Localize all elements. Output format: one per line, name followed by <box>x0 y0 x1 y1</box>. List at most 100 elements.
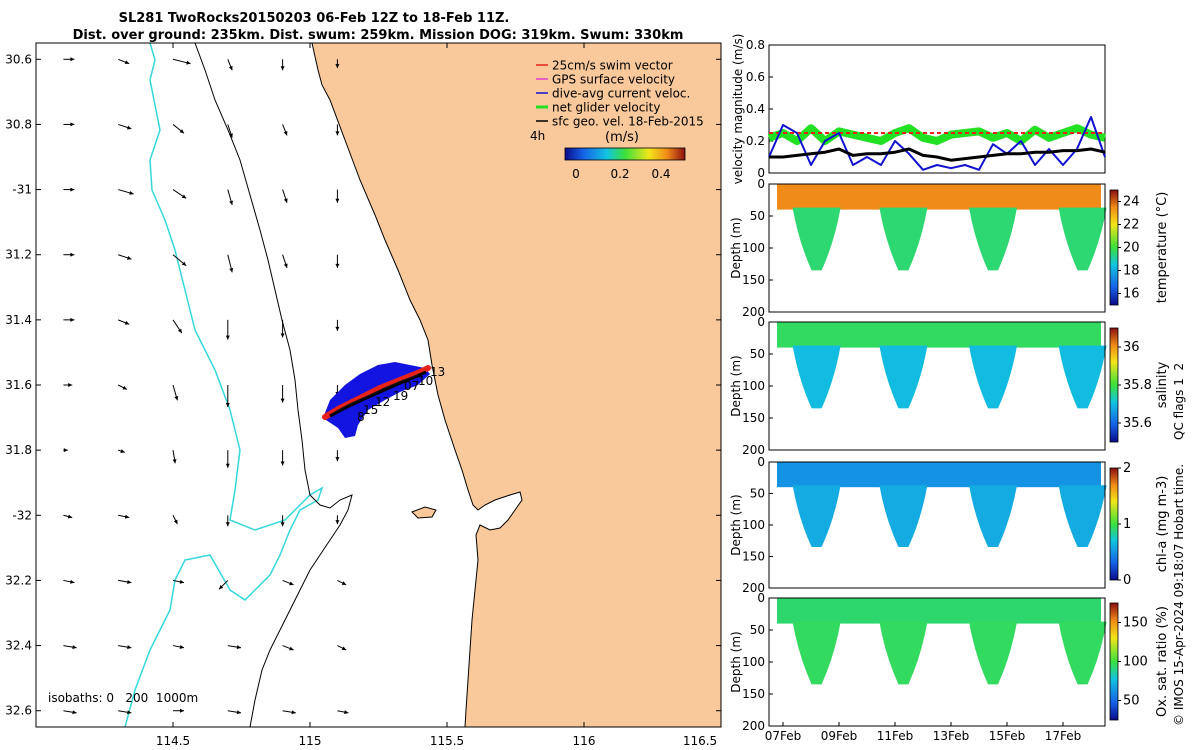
geo-vector-head <box>127 710 132 715</box>
colorbar-tick-label: 0 <box>1123 573 1131 588</box>
geo-vector-head <box>229 133 233 138</box>
colorbar-tick-label: 18 <box>1123 264 1140 279</box>
chlorophyll-panel: 0 50 100 150 200 Depth (m) 0 1 2 chl-a (mg m-3) <box>729 455 1170 595</box>
map-y-tick-label: 31.8 <box>5 443 32 457</box>
geo-vector-head <box>173 519 178 525</box>
section-depth-label: 100 <box>742 518 765 532</box>
salinity-panel: 0 50 100 150 200 Depth (m) 35.6 35.8 36 salinity <box>729 315 1170 457</box>
track-day-label: 12 <box>375 395 390 409</box>
section-colorbar <box>1109 189 1119 306</box>
geo-vector-head <box>236 645 241 650</box>
colorbar-label: temperature (°C) <box>1155 192 1170 304</box>
section-surface-band <box>777 598 1101 624</box>
track-day-labels: 13 10 07 19 12 15 8 <box>357 365 445 424</box>
section-depth-label: 50 <box>750 347 765 361</box>
map-x-tick-label: 116 <box>573 734 596 748</box>
figure-title-line2: Dist. over ground: 235km. Dist. swum: 25… <box>73 28 684 43</box>
geo-vector-head <box>180 708 184 713</box>
section-dive <box>792 345 841 409</box>
map-colorbar-unit: (m/s) <box>605 130 639 145</box>
section-dive <box>969 485 1017 548</box>
geo-vector-head <box>229 200 234 205</box>
geo-vector-head <box>236 710 241 715</box>
geostrophic-vector-field <box>63 57 349 715</box>
map-panel: 30.6 30.8 -31 31.2 31.4 31.6 31.8 -32 32.2 32.4 32… <box>5 42 722 748</box>
geo-vector-head <box>127 579 132 584</box>
colorbar-tick-label: 1 <box>1123 517 1131 532</box>
geo-vector-head <box>280 333 285 338</box>
geo-vector-head <box>289 646 294 651</box>
geo-vector-head <box>70 57 75 62</box>
geo-vector-head <box>124 514 130 519</box>
section-depth-label: 200 <box>742 581 765 595</box>
map-y-tick-label: 31.4 <box>5 313 32 327</box>
geo-vector-head <box>181 261 187 266</box>
colorbar-tick-label: 50 <box>1123 694 1140 709</box>
section-colorbar <box>1109 467 1119 581</box>
geo-vector-head <box>186 60 191 65</box>
colorbar-label: chl-a (mg m-3) <box>1155 476 1170 573</box>
section-dive <box>969 345 1017 409</box>
qc-flags-label: QC flags 1 2 <box>1172 363 1186 440</box>
map-y-tick-label: 31.2 <box>5 248 32 262</box>
track-day-label: 8 <box>357 410 365 424</box>
geo-vector-head <box>179 579 184 584</box>
geo-vector-head <box>335 457 340 462</box>
map-colorbar-tick: 0.2 <box>610 167 629 181</box>
geo-vector-head <box>341 646 347 650</box>
section-dive <box>1058 207 1107 271</box>
geo-vector-head <box>335 198 340 203</box>
isobath-1000m <box>124 43 324 727</box>
section-depth-label: 100 <box>742 655 765 669</box>
geo-vector-head <box>225 463 230 468</box>
map-y-tick-label: 31.6 <box>5 378 32 392</box>
geo-vector-head <box>280 398 285 403</box>
geo-vector-head <box>72 710 77 715</box>
section-dive <box>879 485 928 548</box>
section-y-label: Depth (m) <box>729 355 743 416</box>
legend-gps: GPS surface velocity <box>536 73 675 87</box>
map-x-tick-label: 115.5 <box>430 734 464 748</box>
colorbar-label: salinity <box>1155 361 1170 408</box>
geo-vector-head <box>72 645 77 650</box>
section-dive <box>879 345 928 409</box>
map-x-tick-label: 116.5 <box>683 734 717 748</box>
date-tick-label: 09Feb <box>821 729 858 743</box>
track-day-label: 15 <box>363 403 378 417</box>
section-dive <box>792 485 841 548</box>
map-colorbar-tick: 0 <box>572 167 580 181</box>
geo-vector-head <box>225 522 230 527</box>
section-surface-band <box>777 184 1101 210</box>
geo-vector-head <box>67 514 73 519</box>
geo-vector-head <box>124 320 130 325</box>
temperature-panel: 0 50 100 150 200 Depth (m) 16 18 20 22 24 temperatu… <box>729 177 1170 319</box>
geo-vector-head <box>335 64 340 69</box>
geo-vector-head <box>179 129 184 134</box>
legend-geo-label: sfc geo. vel. 18-Feb-2015 <box>552 115 704 129</box>
colorbar-tick-label: 35.8 <box>1123 378 1152 393</box>
velocity-series-line <box>768 116 1106 171</box>
map-y-tick-label: -31 <box>12 183 32 197</box>
section-depth-label: 0 <box>757 315 765 329</box>
colorbar-tick-label: 35.6 <box>1123 416 1152 431</box>
section-dive <box>1058 345 1107 409</box>
legend-net-label: net glider velocity <box>552 101 660 115</box>
geo-vector-head <box>126 125 132 130</box>
geo-vector-head <box>127 645 132 650</box>
geo-vector-head <box>70 252 75 257</box>
geo-vector-head <box>335 131 340 136</box>
velocity-tick-label: 0.4 <box>746 102 765 116</box>
colorbar-tick-label: 16 <box>1123 287 1140 302</box>
geo-vector-head <box>228 65 233 71</box>
colorbar-tick-label: 24 <box>1123 195 1140 210</box>
date-tick-label: 13Feb <box>933 729 970 743</box>
map-legend: 25cm/s swim vector GPS surface velocity … <box>530 59 704 182</box>
section-depth-label: 150 <box>742 687 765 701</box>
section-dive <box>1058 621 1107 685</box>
map-y-tick-label: 32.4 <box>5 639 32 653</box>
geo-vector-head <box>179 645 184 649</box>
geo-vector-head <box>335 520 340 525</box>
geo-vector-head <box>283 198 288 203</box>
velocity-y-label: velocity magnitude (m/s) <box>731 34 745 185</box>
